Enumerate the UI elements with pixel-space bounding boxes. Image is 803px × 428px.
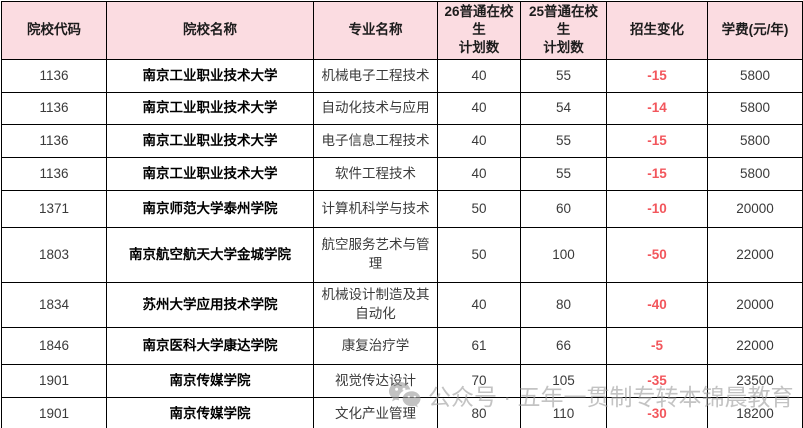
cell-plan25: 55 [520,58,607,93]
cell-fee: 18200 [707,396,803,428]
cell-fee: 20000 [707,189,803,228]
column-header-major: 专业名称 [313,1,438,60]
cell-code: 1846 [1,326,107,365]
cell-plan26: 80 [437,396,521,428]
cell-name: 南京工业职业技术大学 [106,156,314,191]
cell-plan25: 55 [520,123,607,158]
cell-name: 南京传媒学院 [106,363,314,398]
cell-major: 康复治疗学 [313,326,438,365]
cell-plan25: 105 [520,363,607,398]
cell-fee: 20000 [707,281,803,328]
cell-code: 1136 [1,91,107,125]
cell-major: 视觉传达设计 [313,363,438,398]
cell-plan26: 50 [437,226,521,283]
table-row: 1901 南京传媒学院 视觉传达设计 70 105 -35 23500 [1,363,803,398]
cell-change: -15 [606,123,708,158]
cell-plan25: 110 [520,396,607,428]
cell-major: 机械电子工程技术 [313,58,438,93]
cell-name: 南京工业职业技术大学 [106,123,314,158]
cell-code: 1901 [1,396,107,428]
cell-plan26: 70 [437,363,521,398]
table-row: 1371 南京师范大学泰州学院 计算机科学与技术 50 60 -10 20000 [1,189,803,228]
cell-code: 1136 [1,156,107,191]
cell-change: -30 [606,396,708,428]
cell-major: 文化产业管理 [313,396,438,428]
cell-plan25: 55 [520,156,607,191]
cell-fee: 22000 [707,226,803,283]
cell-change: -40 [606,281,708,328]
column-header-code: 院校代码 [1,1,107,60]
cell-plan26: 61 [437,326,521,365]
table-row: 1136 南京工业职业技术大学 自动化技术与应用 40 54 -14 5800 [1,91,803,125]
cell-change: -14 [606,91,708,125]
table-row: 1803 南京航空航天大学金城学院 航空服务艺术与管理 50 100 -50 22000 [1,226,803,283]
cell-name: 南京传媒学院 [106,396,314,428]
cell-fee: 5800 [707,123,803,158]
cell-plan26: 40 [437,91,521,125]
cell-plan26: 40 [437,281,521,328]
cell-code: 1136 [1,123,107,158]
cell-fee: 23500 [707,363,803,398]
cell-major: 自动化技术与应用 [313,91,438,125]
table-row: 1136 南京工业职业技术大学 软件工程技术 40 55 -15 5800 [1,156,803,191]
cell-fee: 5800 [707,156,803,191]
cell-plan25: 100 [520,226,607,283]
cell-name: 苏州大学应用技术学院 [106,281,314,328]
table-row: 1901 南京传媒学院 文化产业管理 80 110 -30 18200 [1,396,803,428]
cell-major: 航空服务艺术与管理 [313,226,438,283]
cell-change: -15 [606,156,708,191]
cell-name: 南京师范大学泰州学院 [106,189,314,228]
cell-change: -5 [606,326,708,365]
table-header-row: 院校代码 院校名称 专业名称 26普通在校生 计划数 25普通在校生 计划数 招生变化 学费… [1,1,803,60]
cell-plan25: 66 [520,326,607,365]
cell-major: 软件工程技术 [313,156,438,191]
column-header-change: 招生变化 [606,1,708,60]
column-header-plan25: 25普通在校生 计划数 [520,1,607,60]
cell-fee: 22000 [707,326,803,365]
cell-change: -50 [606,226,708,283]
cell-change: -35 [606,363,708,398]
cell-plan25: 80 [520,281,607,328]
column-header-plan26: 26普通在校生 计划数 [437,1,521,60]
cell-plan26: 40 [437,123,521,158]
cell-code: 1901 [1,363,107,398]
table-row: 1834 苏州大学应用技术学院 机械设计制造及其自动化 40 80 -40 20000 [1,281,803,328]
cell-plan26: 50 [437,189,521,228]
cell-plan26: 40 [437,58,521,93]
cell-name: 南京航空航天大学金城学院 [106,226,314,283]
cell-fee: 5800 [707,91,803,125]
cell-major: 计算机科学与技术 [313,189,438,228]
cell-code: 1803 [1,226,107,283]
cell-plan25: 60 [520,189,607,228]
cell-change: -10 [606,189,708,228]
cell-code: 1371 [1,189,107,228]
cell-plan25: 54 [520,91,607,125]
table-row: 1136 南京工业职业技术大学 机械电子工程技术 40 55 -15 5800 [1,58,803,93]
cell-change: -15 [606,58,708,93]
cell-name: 南京工业职业技术大学 [106,91,314,125]
cell-name: 南京医科大学康达学院 [106,326,314,365]
cell-fee: 5800 [707,58,803,93]
column-header-fee: 学费(元/年) [707,1,803,60]
cell-major: 机械设计制造及其自动化 [313,281,438,328]
cell-name: 南京工业职业技术大学 [106,58,314,93]
cell-major: 电子信息工程技术 [313,123,438,158]
cell-plan26: 40 [437,156,521,191]
cell-code: 1136 [1,58,107,93]
cell-code: 1834 [1,281,107,328]
table-row: 1846 南京医科大学康达学院 康复治疗学 61 66 -5 22000 [1,326,803,365]
column-header-name: 院校名称 [106,1,314,60]
table-row: 1136 南京工业职业技术大学 电子信息工程技术 40 55 -15 5800 [1,123,803,158]
